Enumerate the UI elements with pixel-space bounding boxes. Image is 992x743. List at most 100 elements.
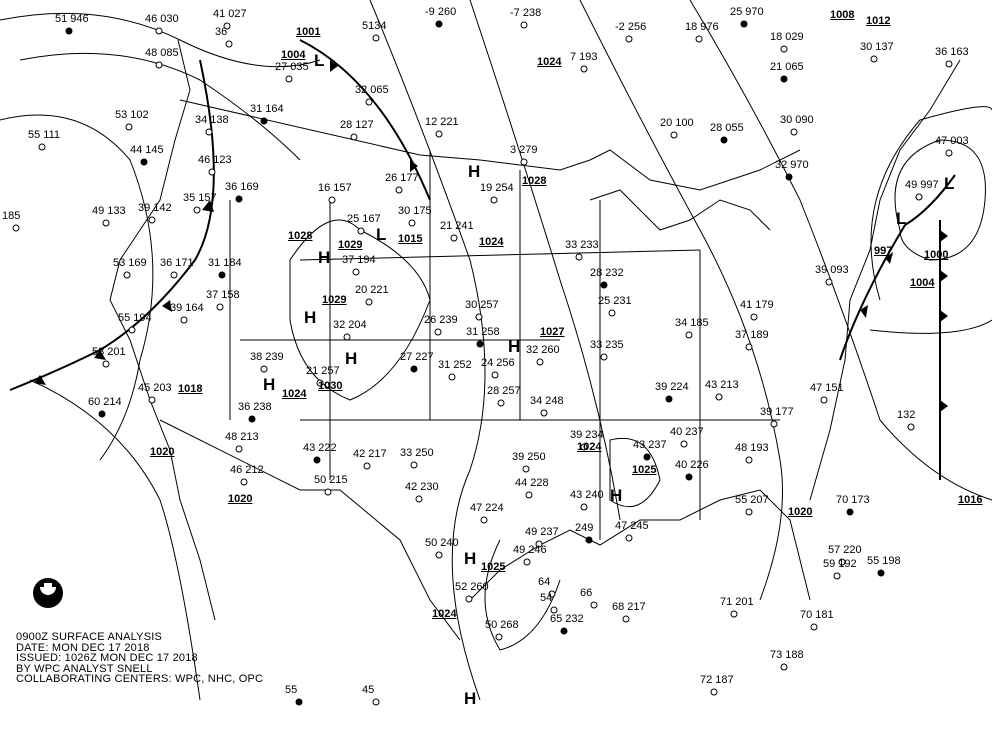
isobar-label: 1024	[282, 388, 307, 400]
station-circle	[780, 75, 788, 83]
station-plot: 32 260	[526, 344, 560, 356]
isobar-label: 997	[874, 245, 893, 257]
noaa-logo	[33, 578, 63, 608]
caption-centers: COLLABORATING CENTERS: WPC, NHC, OPC	[16, 673, 264, 685]
station-circle	[825, 278, 833, 286]
station-circle	[205, 128, 213, 136]
station-plot: 50 240	[425, 537, 459, 549]
isobar-label: 1001	[296, 26, 321, 38]
station-plot: 34 138	[195, 114, 229, 126]
station-plot: 36 171	[160, 257, 194, 269]
station-circle	[372, 34, 380, 42]
station-plot: 31 184	[208, 257, 242, 269]
station-plot: 36 238	[238, 401, 272, 413]
station-circle	[580, 443, 588, 451]
station-circle	[846, 508, 854, 516]
station-plot: 20 221	[355, 284, 389, 296]
pressure-center-l: L	[376, 225, 387, 244]
isobar	[609, 437, 661, 508]
station-circle	[745, 508, 753, 516]
station-circle	[328, 196, 336, 204]
caption-date: DATE: MON DEC 17 2018	[16, 641, 150, 654]
station-circle	[38, 143, 46, 151]
station-circle	[495, 633, 503, 641]
station-circle	[622, 615, 630, 623]
isobar	[484, 539, 561, 651]
station-plot: 33 250	[400, 447, 434, 459]
station-circle	[548, 590, 556, 598]
station-circle	[770, 420, 778, 428]
isobar	[369, 0, 486, 701]
station-circle	[316, 379, 324, 387]
station-plot: 28 055	[710, 122, 744, 134]
map-caption: 0900Z SURFACE ANALYSIS DATE: MON DEC 17 …	[16, 632, 263, 685]
isobar	[19, 52, 301, 161]
station-plot: 28 232	[590, 267, 624, 279]
station-circle	[838, 558, 846, 566]
station-circle	[140, 158, 148, 166]
isobar-label: 1015	[398, 233, 423, 245]
station-circle	[170, 271, 178, 279]
pressure-center-h: H	[318, 248, 331, 267]
station-circle	[148, 216, 156, 224]
station-circle	[102, 219, 110, 227]
station-plot: 51 946	[55, 13, 89, 25]
station-plot: 45 203	[138, 382, 172, 394]
station-circle	[643, 453, 651, 461]
station-plot: 27 227	[400, 351, 434, 363]
station-circle	[680, 440, 688, 448]
isobar-label: 1027	[540, 326, 565, 338]
pressure-center-l: L	[944, 174, 955, 193]
station-plot: 57 220	[828, 544, 862, 556]
station-plot: 39 224	[655, 381, 689, 393]
pressure-center-l: L	[314, 51, 325, 70]
west-coastline	[109, 39, 216, 621]
station-plot: 21 241	[440, 220, 474, 232]
station-plot: 55 194	[118, 312, 152, 324]
gulf-coast	[469, 489, 811, 601]
station-circle	[448, 373, 456, 381]
station-plot: 49 133	[92, 205, 126, 217]
pressure-center-h: H	[508, 337, 521, 356]
isobar	[869, 319, 992, 334]
pressure-center-h: H	[464, 549, 477, 568]
station-circle	[410, 461, 418, 469]
station-plot: 43 222	[303, 442, 337, 454]
station-circle	[465, 595, 473, 603]
station-plot: 64	[538, 576, 551, 588]
station-plot: 16 157	[318, 182, 352, 194]
station-circle	[260, 117, 268, 125]
station-plot: 47 245	[615, 520, 649, 532]
station-plot: 39 164	[170, 302, 204, 314]
isobar-label: 1018	[178, 383, 203, 395]
station-circle	[590, 601, 598, 609]
station-plot: 42 230	[405, 481, 439, 493]
pressure-center-h: H	[345, 349, 358, 368]
station-circle	[536, 358, 544, 366]
station-plot: 31 252	[438, 359, 472, 371]
station-plot: 37 189	[735, 329, 769, 341]
station-circle	[745, 456, 753, 464]
station-plot: 39 177	[760, 406, 794, 418]
station-plot: 44 228	[515, 477, 549, 489]
station-circle	[65, 27, 73, 35]
station-circle	[125, 123, 133, 131]
station-circle	[625, 35, 633, 43]
station-plot: 12 221	[425, 116, 459, 128]
station-circle	[740, 20, 748, 28]
east-coast	[809, 59, 961, 501]
station-circle	[491, 371, 499, 379]
cold-front	[839, 174, 956, 361]
station-circle	[600, 353, 608, 361]
station-plot: 30 090	[780, 114, 814, 126]
station-plot: 45	[362, 684, 375, 696]
station-plot: 185	[2, 210, 21, 222]
station-circle	[435, 551, 443, 559]
station-plot: 39 234	[570, 429, 604, 441]
station-plot: -9 260	[425, 6, 457, 18]
station-plot: 46 030	[145, 13, 179, 25]
station-circle	[148, 396, 156, 404]
isobar-label: 1020	[228, 493, 253, 505]
isobar	[469, 0, 621, 521]
station-circle	[415, 495, 423, 503]
